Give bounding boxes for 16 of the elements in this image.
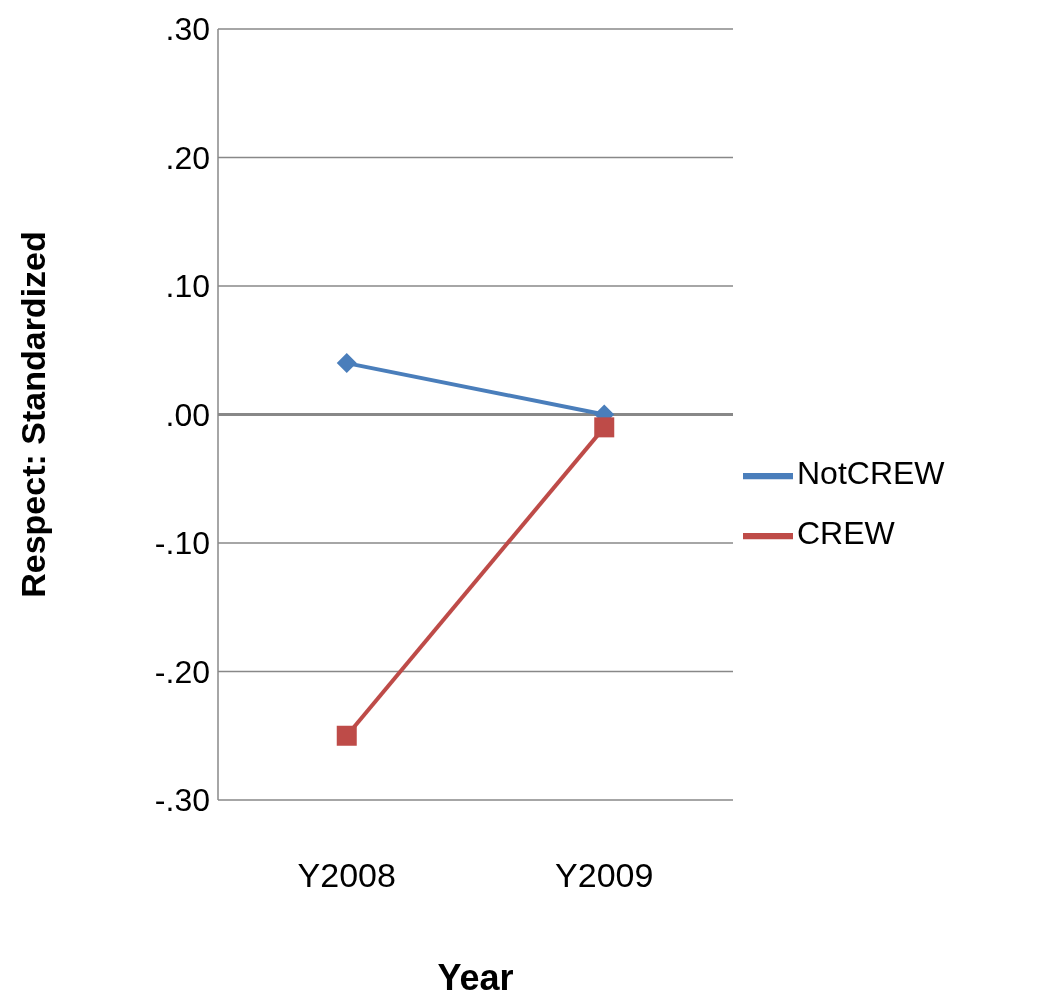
x-tick-label: Y2009 [555,856,654,895]
x-tick-label: Y2008 [297,856,396,895]
y-tick-label: -.20 [154,653,210,690]
point [336,353,357,374]
x-axis-title: Year [437,957,514,998]
legend-label: NotCREW [797,455,945,491]
y-tick-label: .20 [165,139,210,176]
y-tick-label: -.10 [154,525,210,562]
y-tick-label: -.30 [154,782,210,819]
y-tick-label: .10 [165,268,210,305]
y-tick-label: .30 [165,11,210,48]
point [336,725,357,746]
legend-label: CREW [797,515,895,551]
y-axis-title: Respect: Standardized [14,231,53,598]
y-tick-label: .00 [165,396,210,433]
point [594,417,615,438]
